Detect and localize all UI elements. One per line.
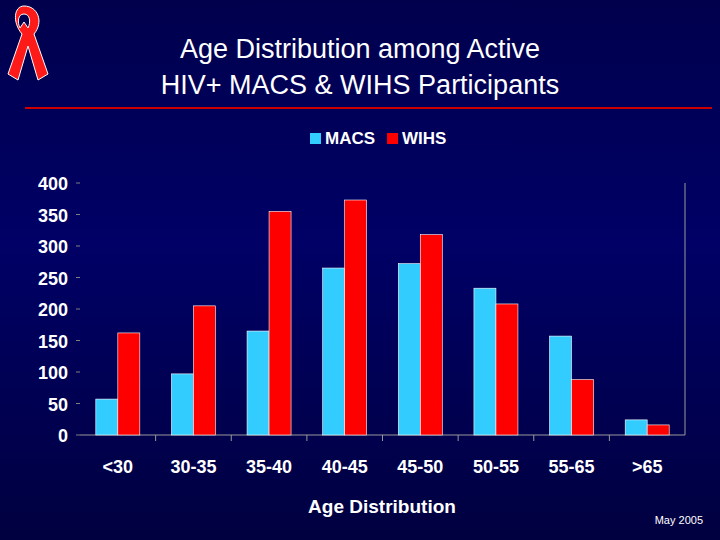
x-tick xyxy=(458,435,459,441)
bar xyxy=(118,333,140,435)
y-tick-label: 250 xyxy=(38,269,68,289)
x-tick xyxy=(231,435,232,441)
bar xyxy=(96,399,118,435)
x-tick xyxy=(533,435,534,441)
title-line: Age Distribution among Active xyxy=(180,34,540,64)
x-tick xyxy=(306,435,307,441)
x-tick-label: >65 xyxy=(632,457,663,477)
bar xyxy=(323,268,345,435)
bar xyxy=(474,288,496,435)
chart: Age Distribution among Active HIV+ MACS &… xyxy=(0,0,720,540)
title-rule xyxy=(25,107,712,109)
x-tick xyxy=(382,435,383,441)
y-tick-label: 150 xyxy=(38,332,68,352)
y-tick-label: 0 xyxy=(58,426,68,446)
x-tick-label: 50-55 xyxy=(473,457,519,477)
x-tick xyxy=(155,435,156,441)
footnote: May 2005 xyxy=(655,514,703,526)
bar xyxy=(193,306,215,435)
y-tick xyxy=(76,183,80,184)
logo xyxy=(8,6,48,80)
y-tick-label: 400 xyxy=(38,174,68,194)
y-tick-label: 100 xyxy=(38,363,68,383)
x-tick-label: 40-45 xyxy=(322,457,368,477)
bar xyxy=(496,304,518,435)
y-tick xyxy=(76,309,80,310)
ribbon xyxy=(8,6,48,80)
y-tick-label: 200 xyxy=(38,300,68,320)
y-tick xyxy=(76,277,80,278)
bar xyxy=(420,235,442,435)
x-tick-label: 55-65 xyxy=(549,457,595,477)
y-tick-label: 50 xyxy=(48,395,68,415)
bar xyxy=(398,264,420,435)
bar xyxy=(345,200,367,435)
x-axis-label: Age Distribution xyxy=(308,496,456,517)
legend: MACS WIHS xyxy=(310,129,446,148)
bar xyxy=(171,374,193,435)
x-tick xyxy=(609,435,610,441)
y-tick xyxy=(76,435,80,436)
y-tick xyxy=(76,372,80,373)
bar xyxy=(247,331,269,435)
right-frame xyxy=(685,183,686,435)
x-tick-label: <30 xyxy=(103,457,134,477)
y-tick xyxy=(76,214,80,215)
x-tick-label: 30-35 xyxy=(170,457,216,477)
x-tick-label: 35-40 xyxy=(246,457,292,477)
x-tick-label: 45-50 xyxy=(397,457,443,477)
legend-label: MACS xyxy=(325,129,375,148)
bar xyxy=(269,211,291,435)
bar xyxy=(572,380,594,435)
y-tick xyxy=(76,246,80,247)
y-tick-label: 300 xyxy=(38,237,68,257)
y-tick xyxy=(76,340,80,341)
bar xyxy=(625,420,647,435)
y-tick xyxy=(76,403,80,404)
title-line: HIV+ MACS & WIHS Participants xyxy=(161,70,559,100)
legend-label: WIHS xyxy=(402,129,446,148)
title: Age Distribution among Active HIV+ MACS &… xyxy=(161,34,559,100)
legend-swatch xyxy=(310,133,321,144)
y-tick-label: 350 xyxy=(38,206,68,226)
bar xyxy=(550,336,572,435)
bar xyxy=(647,425,669,435)
legend-swatch xyxy=(387,133,398,144)
